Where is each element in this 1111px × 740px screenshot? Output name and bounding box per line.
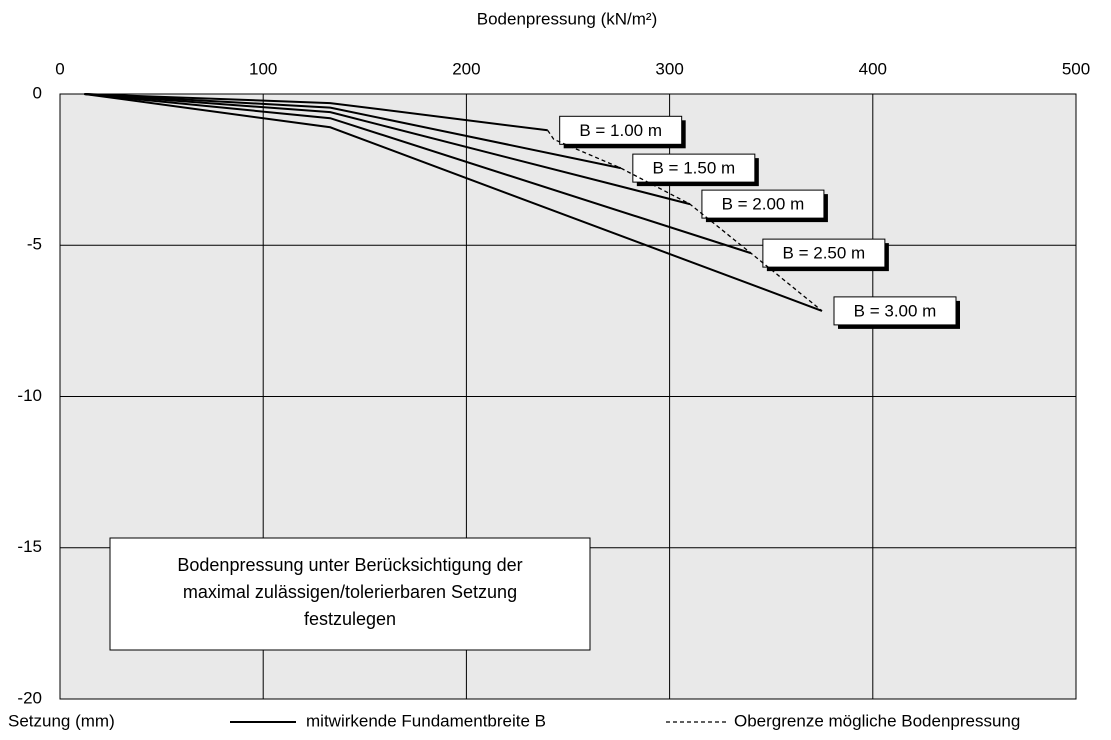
- series-label: B = 3.00 m: [854, 301, 937, 320]
- label-box: [833, 296, 957, 326]
- y-tick-label: -20: [17, 688, 42, 707]
- x-tick-label: 200: [452, 59, 480, 78]
- x-tick-label: 0: [55, 59, 64, 78]
- label-box: [762, 238, 886, 268]
- x-tick-label: 100: [249, 59, 277, 78]
- annotation-text: maximal zulässigen/tolerierbaren Setzung: [183, 582, 517, 602]
- x-axis-label: Bodenpressung (kN/m²): [477, 9, 657, 28]
- x-tick-label: 300: [655, 59, 683, 78]
- y-tick-label: -10: [17, 386, 42, 405]
- x-tick-label: 500: [1062, 59, 1090, 78]
- annotation-text: festzulegen: [304, 609, 396, 629]
- series-line: [84, 93, 548, 132]
- legend-label: mitwirkende Fundamentbreite B: [306, 711, 546, 730]
- y-axis-label: Setzung (mm): [8, 711, 115, 730]
- series-label: B = 1.50 m: [652, 159, 735, 178]
- upper-bound-line: [547, 129, 823, 312]
- legend-label: Obergrenze mögliche Bodenpressung: [734, 711, 1020, 730]
- series-line: [84, 93, 622, 170]
- label-box: [632, 153, 756, 183]
- series-label: B = 2.00 m: [722, 195, 805, 214]
- series-line: [84, 93, 752, 255]
- annotation-text: Bodenpressung unter Berücksichtigung der: [177, 555, 522, 575]
- y-tick-label: -5: [27, 235, 42, 254]
- annotation-box: [109, 537, 591, 651]
- label-box: [701, 189, 825, 219]
- series-label: B = 2.50 m: [783, 244, 866, 263]
- y-tick-label: -15: [17, 537, 42, 556]
- y-tick-label: 0: [33, 83, 42, 102]
- x-tick-label: 400: [859, 59, 887, 78]
- label-box: [559, 115, 683, 145]
- series-line: [84, 93, 823, 312]
- series-label: B = 1.00 m: [579, 121, 662, 140]
- series-line: [84, 93, 691, 206]
